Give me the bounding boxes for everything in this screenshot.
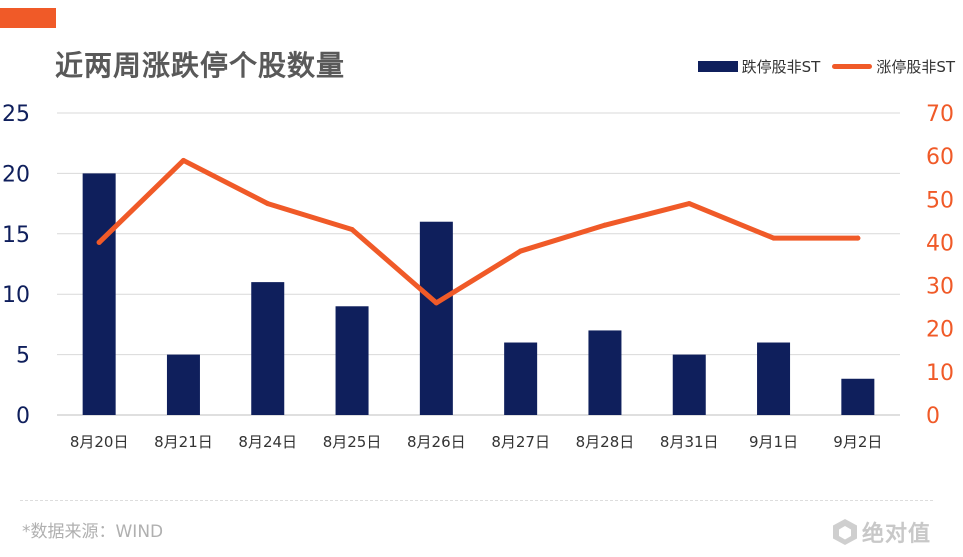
- line-point: [602, 222, 608, 228]
- bar: [166, 354, 200, 415]
- line-point: [855, 235, 861, 241]
- x-tick-label: 8月28日: [576, 433, 635, 451]
- x-tick-label: 9月1日: [749, 433, 798, 451]
- logo: 绝对值: [832, 516, 931, 548]
- y-left-tick-label: 15: [2, 223, 30, 248]
- y-right-tick-label: 0: [926, 404, 940, 429]
- y-right-tick-label: 60: [926, 145, 954, 170]
- line-point: [96, 239, 102, 245]
- bar: [82, 173, 116, 415]
- x-tick-label: 8月20日: [70, 433, 129, 451]
- y-right-tick-label: 50: [926, 188, 954, 213]
- legend-item-bar: 跌停股非ST: [697, 56, 821, 77]
- x-tick-label: 8月24日: [238, 433, 297, 451]
- x-tick-label: 9月2日: [833, 433, 882, 451]
- bar: [672, 354, 706, 415]
- accent-bar: [0, 8, 56, 28]
- logo-cube-icon: [832, 519, 857, 545]
- bar: [841, 378, 875, 415]
- logo-text: 绝对值: [861, 522, 931, 547]
- legend-item-line: 涨停股非ST: [832, 56, 955, 77]
- y-right-tick-label: 70: [926, 102, 954, 127]
- line-point: [686, 201, 692, 207]
- bar: [588, 330, 622, 415]
- y-left-tick-label: 25: [2, 102, 30, 127]
- x-tick-label: 8月21日: [154, 433, 213, 451]
- bar: [504, 342, 538, 415]
- line-point: [180, 157, 186, 163]
- y-left-tick-label: 5: [16, 344, 30, 369]
- y-left-tick-label: 10: [2, 283, 30, 308]
- chart-title: 近两周涨跌停个股数量: [55, 49, 346, 82]
- y-right-tick-label: 30: [926, 275, 954, 300]
- line-point: [518, 248, 524, 254]
- data-source: *数据来源：WIND: [22, 522, 164, 542]
- bar: [335, 306, 369, 415]
- legend-label-bar: 跌停股非ST: [741, 58, 821, 76]
- legend-label-line: 涨停股非ST: [876, 58, 955, 76]
- bar: [419, 221, 453, 415]
- bar: [251, 282, 285, 415]
- x-tick-label: 8月27日: [491, 433, 550, 451]
- y-right-tick-label: 20: [926, 318, 954, 343]
- line-series: [96, 157, 861, 306]
- footer-divider: [20, 500, 933, 501]
- y-right-tick-label: 10: [926, 361, 954, 386]
- legend-swatch-line: [832, 64, 873, 69]
- line-point: [349, 226, 355, 232]
- line-point: [771, 235, 777, 241]
- x-tick-label: 8月25日: [323, 433, 382, 451]
- legend-swatch-bar: [697, 61, 738, 72]
- chart: 0 5 10 15 20 25 0 10 20 30 40 50 60 70 8月20日 8月21日 8月24日…: [2, 102, 954, 451]
- y-left-tick-label: 0: [16, 404, 30, 429]
- bar: [757, 342, 791, 415]
- line-point: [433, 300, 439, 306]
- line-point: [265, 201, 271, 207]
- y-right-tick-label: 40: [926, 231, 954, 256]
- x-tick-label: 8月31日: [660, 433, 719, 451]
- y-left-tick-label: 20: [2, 162, 30, 187]
- x-tick-label: 8月26日: [407, 433, 466, 451]
- legend: 跌停股非ST 涨停股非ST: [686, 56, 955, 77]
